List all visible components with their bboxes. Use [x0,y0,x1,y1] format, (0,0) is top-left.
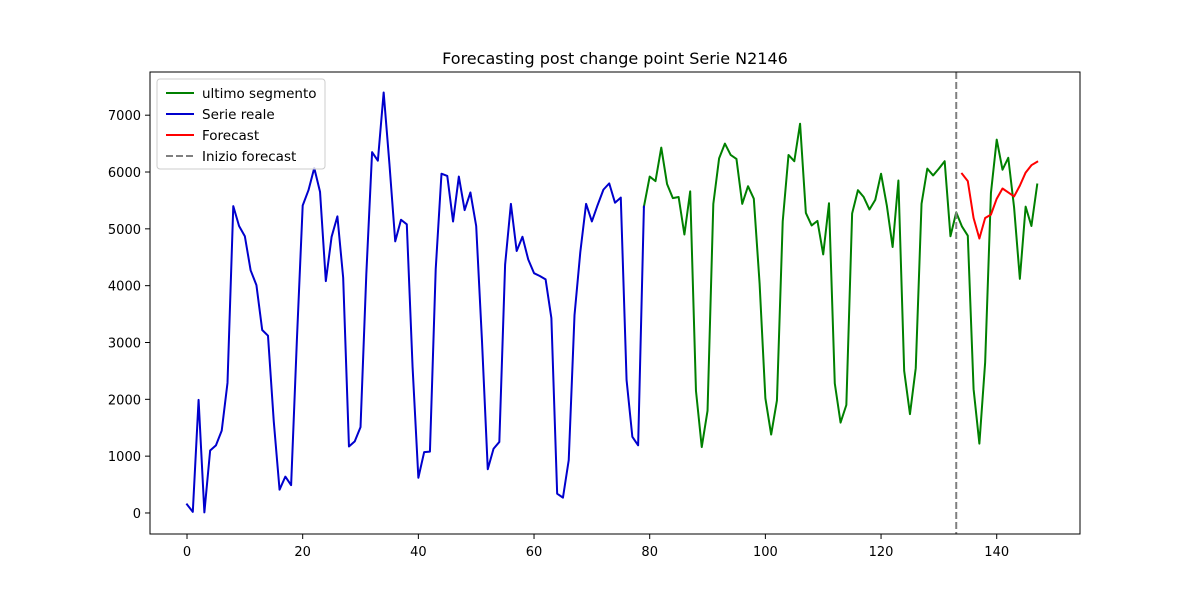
legend-box [156,78,326,170]
axes-layer: 0 20 40 60 80 100 120 140 0 1000 2000 3000 4000 5000 6… [108,71,1081,560]
x-tick-label: 100 [753,545,778,560]
legend: ultimo segmento Serie reale Forecast Inizio… [156,78,326,170]
y-tick-label: 2000 [108,393,141,408]
x-tick-label: 140 [984,545,1009,560]
x-tick-label: 20 [294,545,311,560]
series-line-forecast [960,160,1039,240]
y-tick-label: 1000 [108,450,141,465]
series-line-ultimo-segmento [642,122,1039,449]
legend-label-forecast: Forecast [202,128,259,144]
x-tick-label: 60 [526,545,543,560]
x-tick-label: 80 [641,545,658,560]
x-tick-label: 40 [410,545,427,560]
x-tick-label: 0 [183,545,191,560]
series-layer [185,72,1039,534]
series-line-serie-reale [185,91,645,514]
legend-label-inizio-forecast: Inizio forecast [202,149,296,165]
legend-label-ultimo-segmento: ultimo segmento [202,86,317,102]
y-tick-label: 5000 [108,223,141,238]
chart-title: Forecasting post change point Serie N214… [442,49,788,68]
x-tick-label: 120 [869,545,894,560]
y-tick-label: 4000 [108,280,141,295]
axes-frame [149,71,1081,535]
y-tick-label: 7000 [108,109,141,124]
y-tick-label: 6000 [108,166,141,181]
y-tick-label: 3000 [108,336,141,351]
legend-label-serie-reale: Serie reale [202,107,275,123]
y-tick-label: 0 [133,507,141,522]
